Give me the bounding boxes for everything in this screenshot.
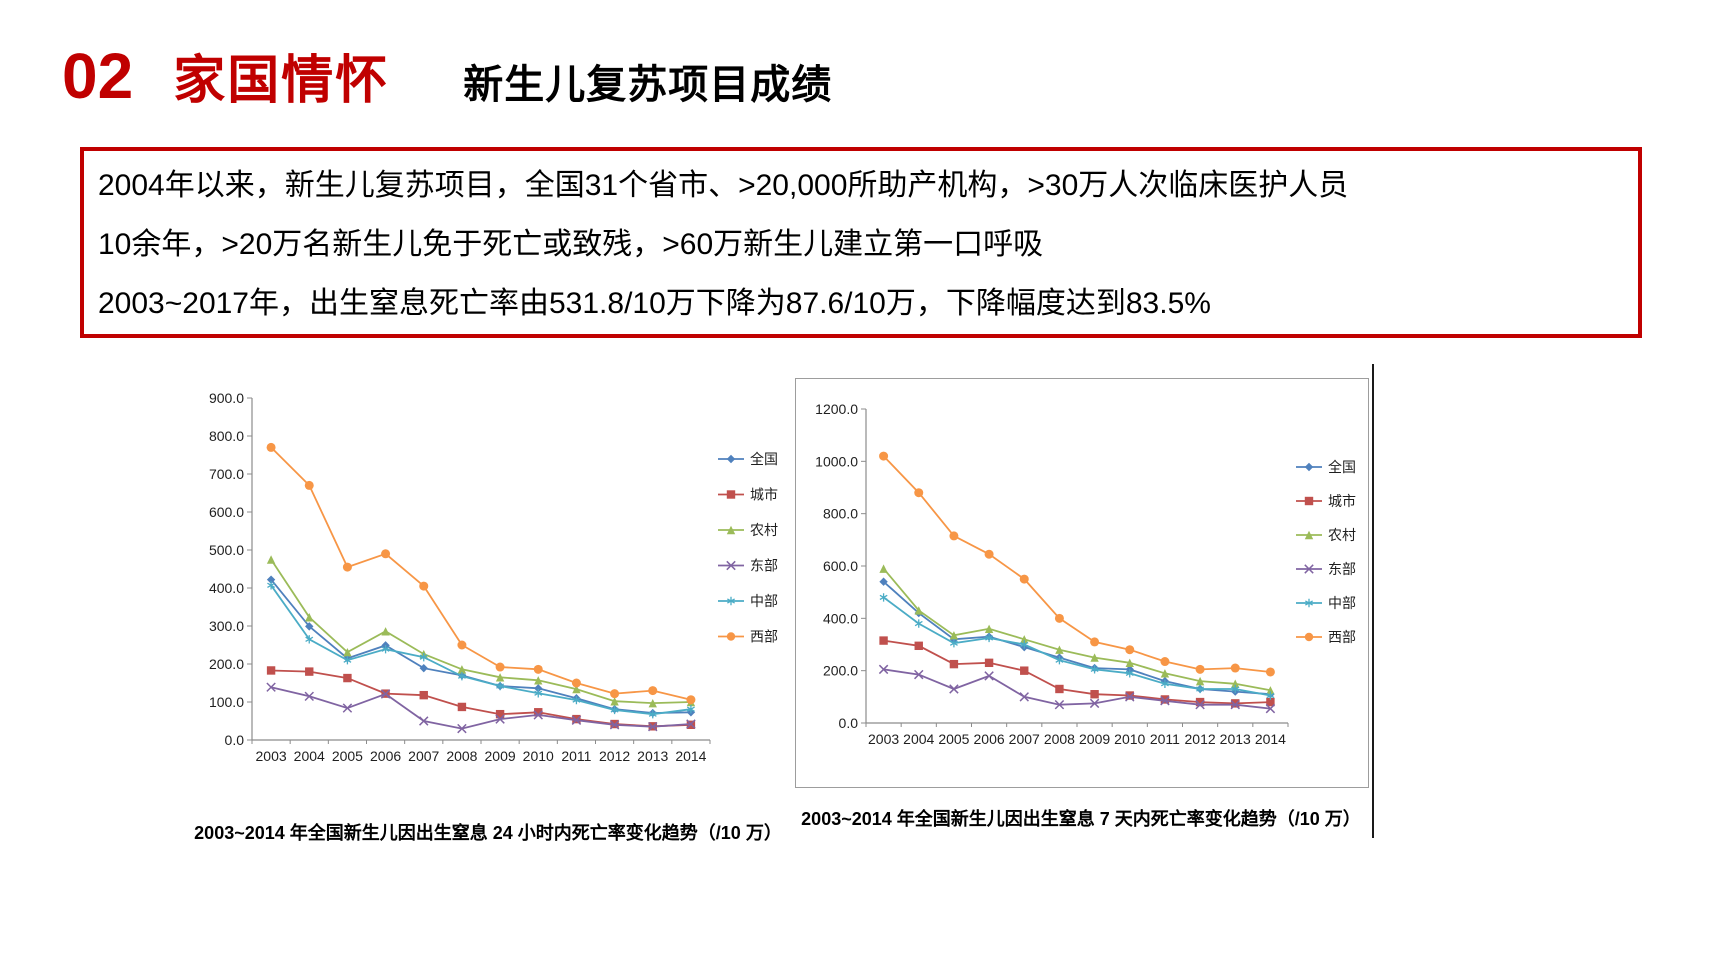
divider-line xyxy=(1372,364,1374,838)
svg-text:2003: 2003 xyxy=(868,731,899,747)
svg-text:700.0: 700.0 xyxy=(209,466,244,482)
svg-text:全国: 全国 xyxy=(1328,459,1356,475)
summary-line-2: 10余年，>20万名新生儿免于死亡或致残，>60万新生儿建立第一口呼吸 xyxy=(98,228,1044,261)
chart-canvas-24h-mortality: 0.0 100.0 200.0 300.0 400.0 500.0 600.0 700.0 80… xyxy=(209,390,778,764)
svg-text:2004: 2004 xyxy=(294,748,325,764)
svg-text:2013: 2013 xyxy=(1220,731,1251,747)
series-3 xyxy=(878,664,1276,714)
series-2 xyxy=(266,555,696,708)
svg-text:2007: 2007 xyxy=(1009,731,1040,747)
slide-header: 02 家国情怀 新生儿复苏项目成绩 xyxy=(62,38,832,113)
svg-text:城市: 城市 xyxy=(750,487,778,503)
svg-text:800.0: 800.0 xyxy=(823,506,858,522)
summary-line-3: 2003~2017年，出生窒息死亡率由531.8/10万下降为87.6/10万，… xyxy=(98,287,1211,320)
series-1 xyxy=(266,666,696,731)
svg-text:200.0: 200.0 xyxy=(209,656,244,672)
page-title: 新生儿复苏项目成绩 xyxy=(463,63,833,107)
summary-box: 2004年以来，新生儿复苏项目，全国31个省市、>20,000所助产机构，>30… xyxy=(80,147,1642,338)
svg-text:2005: 2005 xyxy=(332,748,363,764)
svg-text:西部: 西部 xyxy=(1328,629,1356,645)
svg-text:500.0: 500.0 xyxy=(209,542,244,558)
series-0 xyxy=(879,577,1275,699)
svg-text:农村: 农村 xyxy=(1328,527,1356,543)
svg-text:农村: 农村 xyxy=(750,522,778,538)
svg-text:东部: 东部 xyxy=(1328,561,1356,577)
svg-text:2007: 2007 xyxy=(408,748,439,764)
chart-7day-mortality: 0.0 200.0 400.0 600.0 800.0 1000.0 1200.0 2003 2… xyxy=(795,378,1369,831)
svg-text:2011: 2011 xyxy=(561,748,591,764)
svg-text:1200.0: 1200.0 xyxy=(815,401,858,417)
svg-text:400.0: 400.0 xyxy=(209,580,244,596)
series-1 xyxy=(879,636,1275,708)
plot-area: 0.0 100.0 200.0 300.0 400.0 500.0 600.0 700.0 80… xyxy=(209,390,711,764)
section-title: 家国情怀 xyxy=(173,52,390,110)
svg-text:2006: 2006 xyxy=(370,748,401,764)
svg-text:东部: 东部 xyxy=(750,558,778,574)
series-0 xyxy=(266,575,696,718)
svg-text:全国: 全国 xyxy=(750,451,778,467)
series-4 xyxy=(267,581,695,719)
chart-caption-24h: 2003~2014 年全国新生儿因出生窒息 24 小时内死亡率变化趋势（/10 … xyxy=(194,823,782,843)
svg-text:2011: 2011 xyxy=(1150,731,1180,747)
svg-text:2012: 2012 xyxy=(1185,731,1216,747)
svg-text:2010: 2010 xyxy=(523,748,554,764)
chart-24h-mortality: 0.0 100.0 200.0 300.0 400.0 500.0 600.0 700.0 80… xyxy=(188,382,788,845)
svg-text:2014: 2014 xyxy=(675,748,706,764)
summary-line-1: 2004年以来，新生儿复苏项目，全国31个省市、>20,000所助产机构，>30… xyxy=(98,169,1349,202)
svg-text:400.0: 400.0 xyxy=(823,610,858,626)
svg-text:2012: 2012 xyxy=(599,748,630,764)
svg-text:2010: 2010 xyxy=(1114,731,1145,747)
svg-text:200.0: 200.0 xyxy=(823,663,858,679)
svg-text:900.0: 900.0 xyxy=(209,390,244,406)
svg-text:600.0: 600.0 xyxy=(823,558,858,574)
svg-text:2005: 2005 xyxy=(938,731,969,747)
svg-text:800.0: 800.0 xyxy=(209,428,244,444)
svg-text:2013: 2013 xyxy=(637,748,668,764)
series-3 xyxy=(266,682,696,734)
svg-text:2003: 2003 xyxy=(256,748,287,764)
chart-caption-7day: 2003~2014 年全国新生儿因出生窒息 7 天内死亡率变化趋势（/10 万） xyxy=(801,809,1361,829)
svg-text:2014: 2014 xyxy=(1255,731,1286,747)
series-4 xyxy=(879,593,1275,700)
svg-text:600.0: 600.0 xyxy=(209,504,244,520)
series-5 xyxy=(879,451,1275,677)
series-2 xyxy=(879,564,1275,695)
svg-text:中部: 中部 xyxy=(1328,595,1356,611)
section-number: 02 xyxy=(62,40,134,112)
svg-text:2008: 2008 xyxy=(446,748,477,764)
svg-text:西部: 西部 xyxy=(750,629,778,645)
svg-text:300.0: 300.0 xyxy=(209,618,244,634)
svg-text:100.0: 100.0 xyxy=(209,694,244,710)
svg-text:0.0: 0.0 xyxy=(225,732,245,748)
svg-text:2008: 2008 xyxy=(1044,731,1075,747)
svg-text:2009: 2009 xyxy=(1079,731,1110,747)
svg-text:城市: 城市 xyxy=(1328,493,1356,509)
svg-text:中部: 中部 xyxy=(750,593,778,609)
svg-text:2006: 2006 xyxy=(974,731,1005,747)
svg-text:0.0: 0.0 xyxy=(839,715,859,731)
svg-text:1000.0: 1000.0 xyxy=(815,453,858,469)
svg-text:2009: 2009 xyxy=(485,748,516,764)
series-5 xyxy=(266,442,696,705)
svg-text:2004: 2004 xyxy=(903,731,934,747)
